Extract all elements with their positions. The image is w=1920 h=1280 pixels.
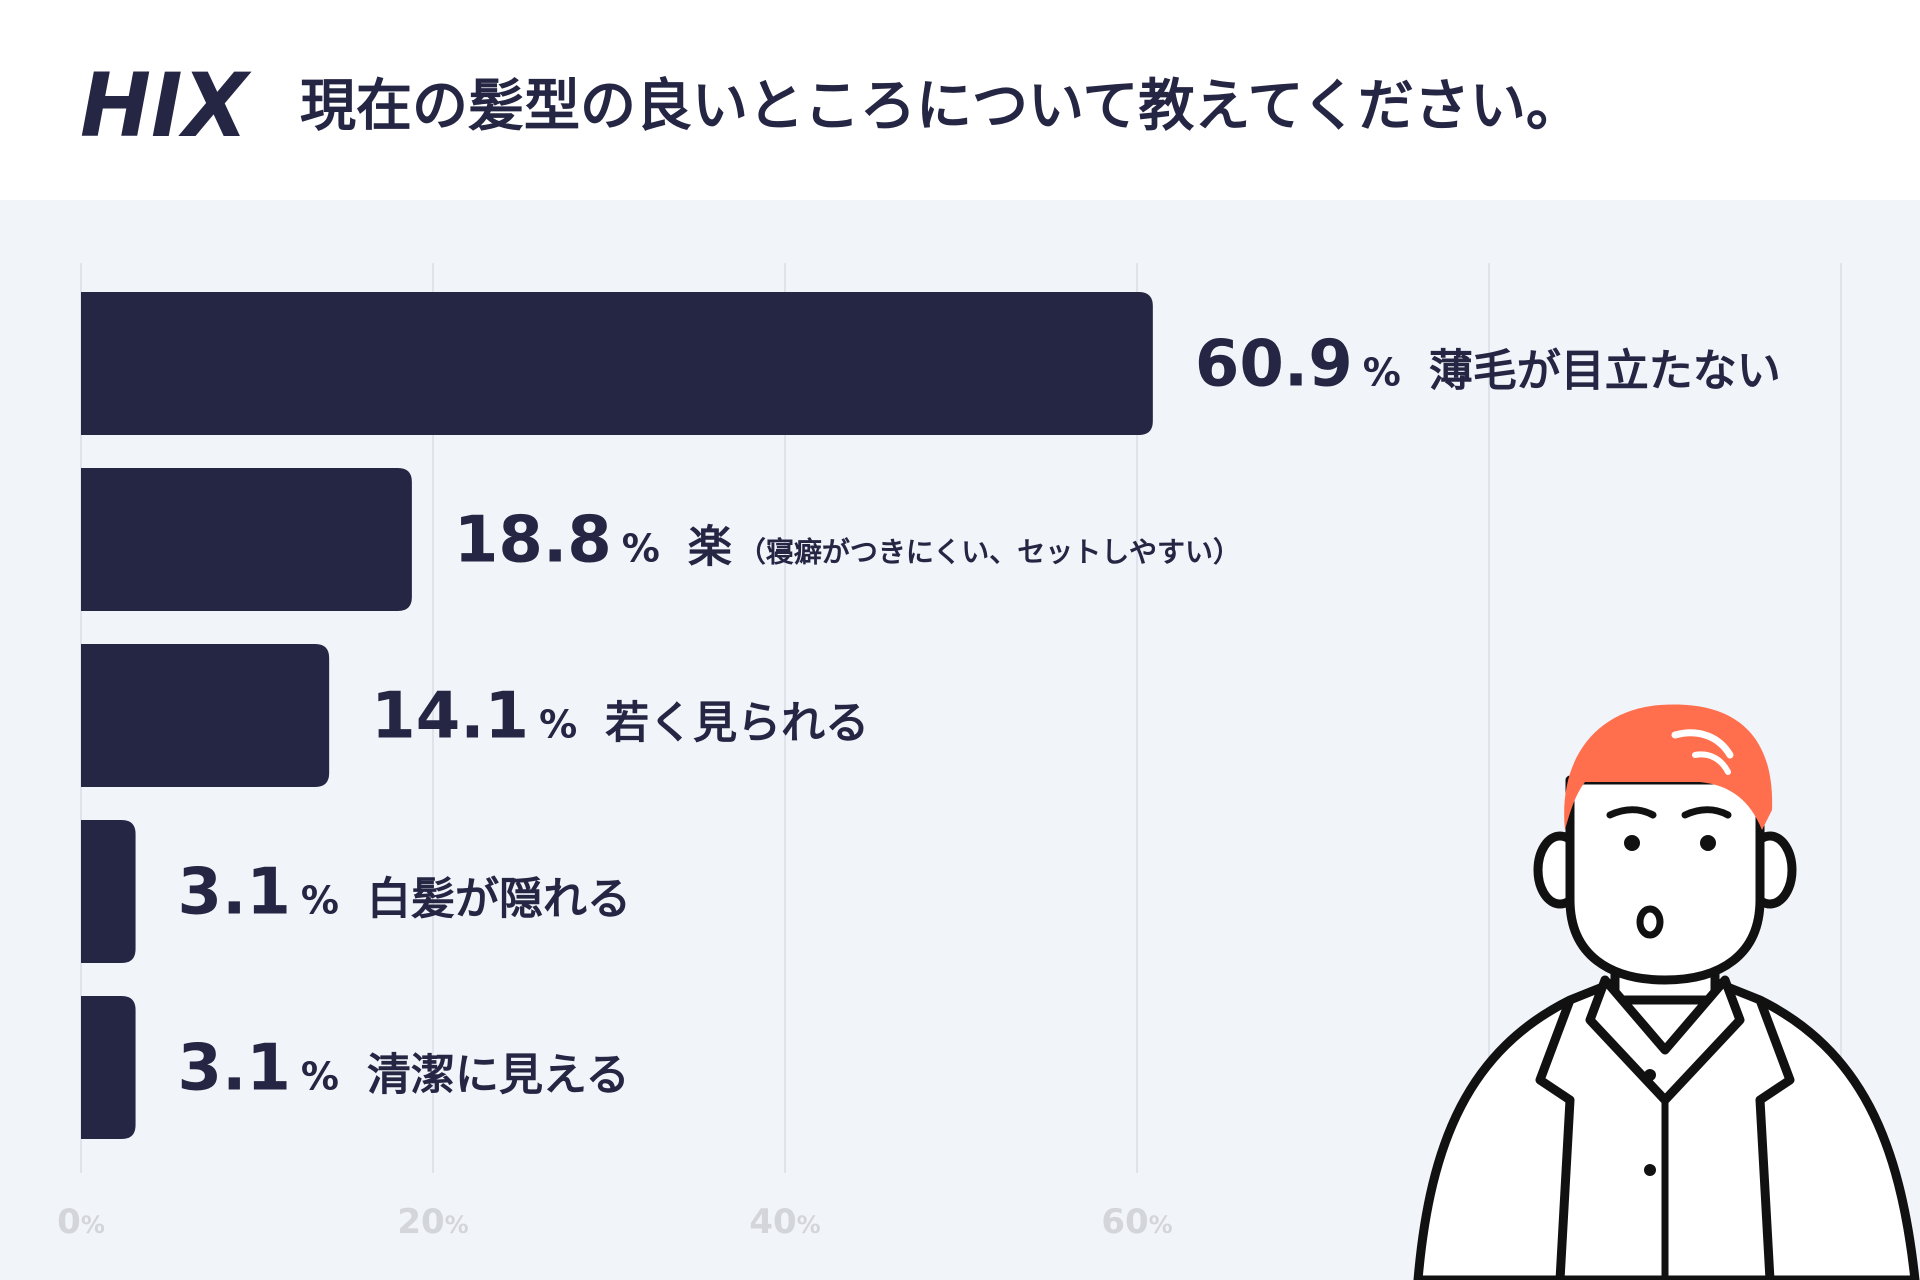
bar-label-row: 14.1% 若く見られる (371, 680, 869, 754)
bar (81, 996, 136, 1139)
bar-unit: % (539, 703, 577, 747)
bar-value: 14.1 (371, 680, 529, 754)
bar-value: 18.8 (454, 504, 612, 578)
right-lapel (1755, 998, 1795, 1280)
bar-label-row: 60.9% 薄毛が目立たない (1195, 328, 1781, 402)
bar-labels: 60.9% 薄毛が目立たない 18.8% 楽（寝癖がつきにくい、セットしやすい） 14.… (178, 328, 1781, 1106)
right-eyebrow (1681, 806, 1732, 819)
bar-unit: % (301, 1055, 339, 1099)
bar-category: 若く見られる (605, 698, 869, 749)
bar-value: 3.1 (178, 856, 291, 930)
hix-logo: HIX (80, 58, 252, 148)
bar-label-row: 3.1% 清潔に見える (178, 1032, 630, 1106)
left-lapel (1535, 998, 1575, 1280)
bar-unit: % (301, 879, 339, 923)
shirt-button (1644, 1069, 1656, 1081)
hair-shape (1564, 704, 1773, 830)
bar-category: 清潔に見える (367, 1050, 630, 1101)
man-in-white-coat-illustration (1413, 704, 1920, 1280)
page-title: 現在の髪型の良いところについて教えてください。 (300, 74, 1582, 139)
x-tick-label: 40% (749, 1202, 820, 1242)
bar-label-row: 18.8% 楽（寝癖がつきにくい、セットしやすい） (454, 504, 1241, 578)
bar-unit: % (622, 527, 660, 571)
x-tick-label: 0% (57, 1202, 105, 1242)
bars (81, 292, 1153, 1139)
head-shape (1565, 775, 1765, 985)
bar (81, 820, 136, 963)
bar-value: 60.9 (1195, 328, 1353, 402)
x-axis-ticks: 0% 20% 40% 60% (57, 1202, 1173, 1242)
bar-category-note: （寝癖がつきにくい、セットしやすい） (738, 536, 1241, 569)
x-tick-label: 60% (1101, 1202, 1172, 1242)
hair-highlight (1692, 751, 1731, 775)
collar-shape (1585, 975, 1745, 1105)
header: HIX 現在の髪型の良いところについて教えてください。 (0, 0, 1920, 200)
bar-value: 3.1 (178, 1032, 291, 1106)
hair-highlight (1671, 729, 1734, 759)
right-eye (1700, 835, 1716, 851)
x-tick-label: 20% (397, 1202, 468, 1242)
bar-unit: % (1363, 351, 1401, 395)
shirt-button (1644, 1164, 1656, 1176)
bar-label-row: 3.1% 白髪が隠れる (178, 856, 631, 930)
logo-text: HIX (80, 58, 252, 148)
bar-category: 薄毛が目立たない (1429, 346, 1781, 397)
bar-category: 白髪が隠れる (367, 874, 631, 925)
bar (81, 644, 330, 787)
mouth (1636, 905, 1664, 939)
bar-chart: 60.9% 薄毛が目立たない 18.8% 楽（寝癖がつきにくい、セットしやすい） 14.… (57, 263, 1842, 1242)
bar-category: 楽 (688, 522, 732, 573)
left-eye (1624, 835, 1640, 851)
bar (81, 292, 1153, 435)
bar (81, 468, 412, 611)
left-eyebrow (1606, 806, 1657, 819)
